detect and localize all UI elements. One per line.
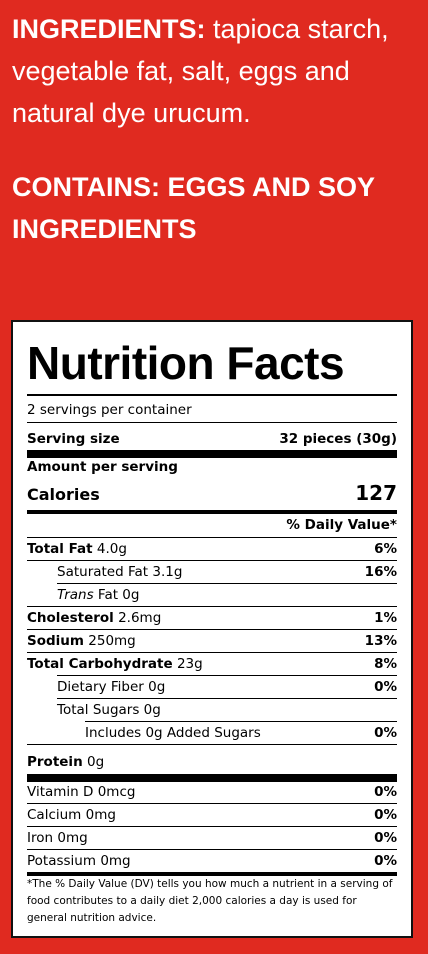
ingredients-label: INGREDIENTS:: [12, 14, 206, 44]
nutrient-name: Cholesterol: [27, 610, 114, 626]
nutrient-row-calcium: Calcium 0mg 0%: [27, 807, 397, 823]
ingredients-text: INGREDIENTS: tapioca starch, vegetable f…: [12, 8, 422, 134]
nutrient-name: Dietary Fiber: [57, 679, 144, 695]
nutrient-name: Saturated Fat: [57, 564, 149, 580]
medium-divider: [27, 872, 397, 876]
thick-divider: [27, 774, 397, 782]
medium-divider: [27, 510, 397, 514]
divider: [27, 849, 397, 850]
nutrition-title: Nutrition Facts: [27, 337, 345, 389]
divider: [27, 652, 397, 653]
nutrient-row-iron: Iron 0mg 0%: [27, 830, 397, 846]
nutrient-name: Includes 0g Added Sugars: [85, 725, 261, 741]
nutrient-dv: 8%: [374, 656, 397, 672]
divider: [85, 721, 397, 722]
nutrient-name: Sodium: [27, 633, 84, 649]
nutrient-name: Total Fat: [27, 541, 93, 557]
nutrient-amount: 4.0g: [96, 541, 127, 557]
nutrient-amount: 250mg: [88, 633, 136, 649]
amount-per-serving: Amount per serving: [27, 459, 397, 475]
amount-per-serving-label: Amount per serving: [27, 459, 178, 475]
nutrient-row-sodium: Sodium 250mg 13%: [27, 633, 397, 649]
divider: [57, 675, 397, 676]
servings-text: 2 servings per container: [27, 402, 192, 418]
divider: [57, 583, 397, 584]
nutrient-row-cholesterol: Cholesterol 2.6mg 1%: [27, 610, 397, 626]
nutrient-amount: 0g: [143, 702, 161, 718]
nutrient-row-potassium: Potassium 0mg 0%: [27, 853, 397, 869]
daily-value-label: % Daily Value*: [286, 517, 397, 533]
thick-divider: [27, 450, 397, 458]
nutrient-row-vitamin-d: Vitamin D 0mcg 0%: [27, 784, 397, 800]
servings-per-container: 2 servings per container: [27, 402, 397, 418]
nutrient-amount: 2.6mg: [118, 610, 162, 626]
serving-size-value: 32 pieces (30g): [279, 431, 397, 447]
nutrient-name: Calcium: [27, 807, 82, 823]
nutrient-amount: 3.1g: [152, 564, 183, 580]
nutrient-amount: 0mg: [57, 830, 88, 846]
nutrient-row-saturated-fat: Saturated Fat 3.1g 16%: [57, 564, 397, 580]
divider: [27, 803, 397, 804]
nutrient-amount: 0mg: [100, 853, 131, 869]
nutrient-row-total-carbohydrate: Total Carbohydrate 23g 8%: [27, 656, 397, 672]
nutrient-dv: 0%: [374, 784, 397, 800]
nutrient-name: Potassium: [27, 853, 97, 869]
nutrient-row-total-sugars: Total Sugars 0g: [57, 702, 397, 718]
divider: [57, 698, 397, 699]
nutrient-name: Protein: [27, 754, 83, 770]
nutrient-row-dietary-fiber: Dietary Fiber 0g 0%: [57, 679, 397, 695]
divider: [27, 606, 397, 607]
nutrient-amount: 0g: [86, 754, 105, 770]
divider: [27, 537, 397, 538]
divider: [27, 629, 397, 630]
ingredients-list: tapioca starch, vegetable fat, salt, egg…: [12, 14, 389, 128]
divider: [27, 744, 397, 745]
nutrient-row-trans-fat: Trans Fat 0g: [57, 587, 397, 603]
divider: [27, 394, 397, 396]
nutrient-dv: 1%: [374, 610, 397, 626]
nutrient-dv: 13%: [364, 633, 397, 649]
divider: [27, 560, 397, 561]
nutrient-amount: Fat 0g: [97, 587, 140, 603]
nutrient-name: Total Sugars: [57, 702, 140, 718]
nutrient-dv: 0%: [374, 807, 397, 823]
serving-size-label: Serving size: [27, 431, 120, 447]
nutrition-facts-panel: Nutrition Facts 2 servings per container…: [11, 320, 413, 938]
nutrient-name: Total Carbohydrate: [27, 656, 173, 672]
divider: [27, 422, 397, 423]
calories-row: Calories 127: [27, 481, 397, 505]
divider: [27, 826, 397, 827]
serving-size-row: Serving size 32 pieces (30g): [27, 431, 397, 447]
nutrient-amount: 0mcg: [97, 784, 136, 800]
nutrient-dv: 6%: [374, 541, 397, 557]
nutrient-dv: 16%: [364, 564, 397, 580]
calories-label: Calories: [27, 485, 100, 504]
nutrient-name: Vitamin D: [27, 784, 94, 800]
allergen-statement: CONTAINS: EGGS AND SOY INGREDIENTS: [12, 172, 375, 244]
nutrient-row-protein: Protein 0g: [27, 754, 397, 770]
nutrient-amount: 0g: [148, 679, 166, 695]
daily-value-footnote: *The % Daily Value (DV) tells you how mu…: [27, 878, 393, 924]
nutrient-amount: 0mg: [85, 807, 116, 823]
nutrient-dv: 0%: [374, 830, 397, 846]
nutrient-row-added-sugars: Includes 0g Added Sugars 0%: [85, 725, 397, 741]
nutrient-dv: 0%: [374, 853, 397, 869]
nutrient-dv: 0%: [374, 679, 397, 695]
nutrient-dv: 0%: [374, 725, 397, 741]
calories-value: 127: [355, 481, 397, 505]
nutrient-name: Iron: [27, 830, 54, 846]
nutrient-name: Trans: [57, 587, 94, 603]
nutrient-amount: 23g: [176, 656, 203, 672]
daily-value-header: % Daily Value*: [27, 517, 397, 533]
nutrient-row-total-fat: Total Fat 4.0g 6%: [27, 541, 397, 557]
